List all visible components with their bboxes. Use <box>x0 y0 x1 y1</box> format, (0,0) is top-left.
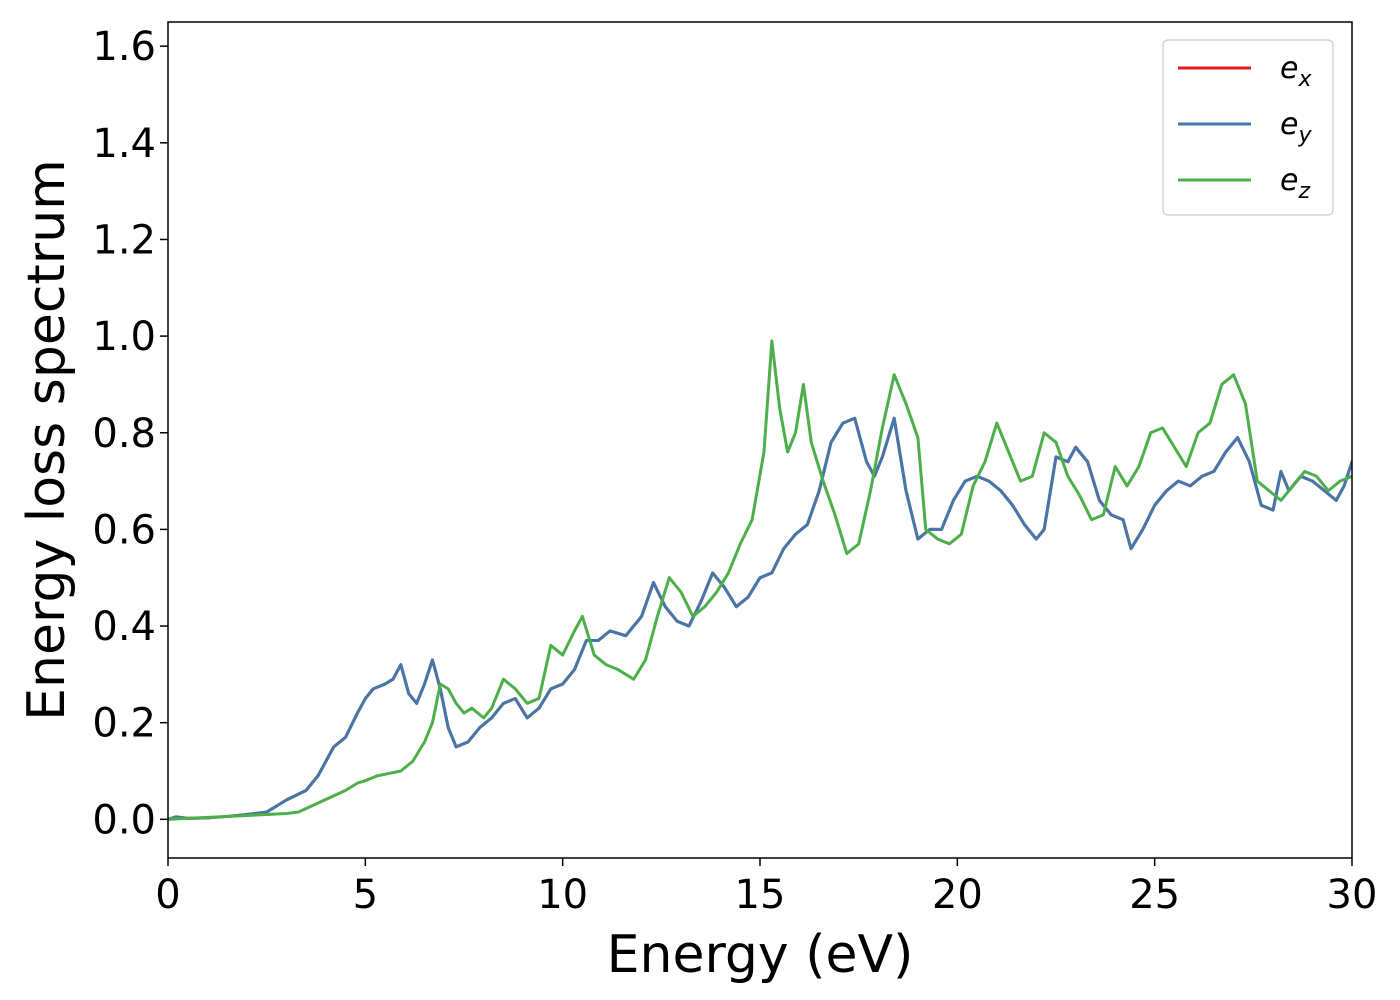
x-axis-title: Energy (eV) <box>607 925 914 985</box>
series-line-ey <box>168 416 1352 821</box>
legend: ex ey ez <box>1162 39 1334 216</box>
y-tick-label: 1.0 <box>92 314 156 360</box>
legend-label-ex: ex <box>1280 51 1312 92</box>
x-tick-label: 20 <box>932 872 983 918</box>
y-tick-label: 1.4 <box>92 121 156 167</box>
x-tick-label: 0 <box>155 872 180 918</box>
y-tick-label: 0.0 <box>92 797 156 843</box>
legend-label-ey: ey <box>1280 107 1312 148</box>
y-tick-label: 0.6 <box>92 507 156 553</box>
y-tick-label: 0.4 <box>92 604 156 650</box>
x-tick-label: 15 <box>735 872 786 918</box>
series-lines <box>168 339 1352 821</box>
legend-box <box>1162 39 1334 216</box>
series-line-ez <box>168 339 1352 821</box>
plot-layer <box>168 339 1352 821</box>
x-tick-label: 30 <box>1327 872 1378 918</box>
y-tick-label: 0.8 <box>92 411 156 457</box>
y-tick-label: 0.2 <box>92 701 156 747</box>
x-tick-label: 5 <box>353 872 378 918</box>
axes-layer: 0 5 10 15 20 25 30 0.0 0.2 0.4 0.6 0.8 1.0 1.2 1.4 1.6 <box>92 21 1378 918</box>
y-axis-title: Energy loss spectrum <box>17 159 77 721</box>
x-tick-label: 25 <box>1129 872 1180 918</box>
y-tick-label: 1.2 <box>92 217 156 263</box>
x-tick-label: 10 <box>537 872 588 918</box>
legend-label-ez: ez <box>1280 163 1310 204</box>
y-tick-label: 1.6 <box>92 24 156 70</box>
